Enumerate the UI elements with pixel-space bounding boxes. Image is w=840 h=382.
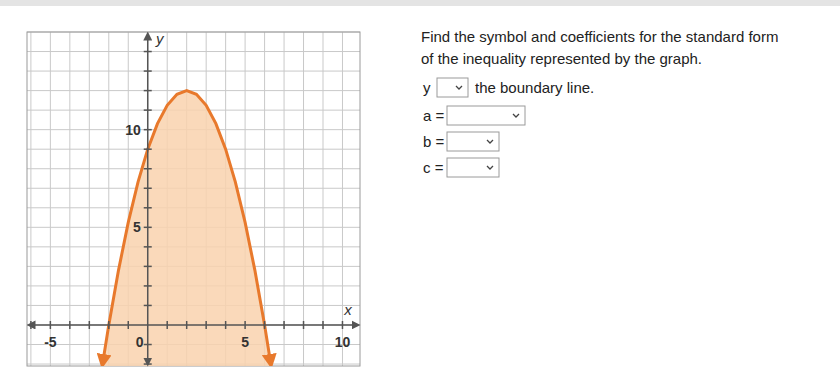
chevron (513, 114, 519, 117)
y-tick (144, 148, 152, 150)
y-tick (144, 246, 152, 248)
y-tick (144, 109, 152, 111)
x-tick (186, 321, 188, 329)
coefficient-label: a = (423, 107, 445, 124)
x-tick-label: -5 (44, 334, 57, 350)
y-axis-label: y (155, 30, 165, 47)
y-tick (144, 266, 152, 268)
y-tick-label: 5 (133, 219, 141, 235)
x-tick (225, 321, 227, 329)
y-tick (144, 227, 152, 229)
chevron (487, 166, 493, 169)
grid (27, 32, 360, 366)
y-tick-label: 10 (125, 122, 141, 138)
grid-line-x (147, 32, 148, 366)
x-tick (50, 321, 52, 329)
grid-line-y (27, 324, 360, 325)
coefficient-dropdown[interactable] (447, 106, 525, 125)
x-tick (303, 321, 305, 329)
x-tick (166, 321, 168, 329)
grid-line-x (284, 32, 285, 366)
coefficient-dropdown[interactable] (447, 158, 499, 177)
chevron (487, 140, 493, 143)
top-bar (0, 0, 840, 6)
x-tick (264, 321, 266, 329)
x-tick (322, 321, 324, 329)
plot-area (103, 91, 270, 366)
coefficient-dropdown[interactable] (447, 132, 499, 151)
plot-frame (27, 32, 360, 366)
grid-line-x (69, 32, 70, 366)
y-axis (147, 36, 149, 362)
y-tick (144, 285, 152, 287)
x-tick (342, 321, 344, 329)
x-tick-label: 0 (136, 334, 144, 350)
y-tick (144, 70, 152, 72)
x-tick (108, 321, 110, 329)
prompt-line: of the inequality represented by the gra… (421, 50, 702, 67)
shaded-region (103, 91, 270, 366)
prompt-line: Find the symbol and coefficients for the… (421, 28, 778, 45)
grid-line-x (303, 32, 304, 366)
grid-line-x (342, 32, 343, 366)
y-tick (144, 90, 152, 92)
x-tick-label: 10 (335, 334, 351, 350)
grid-line-x (323, 32, 324, 366)
axes (31, 36, 356, 364)
x-tick (283, 321, 285, 329)
x-tick (244, 321, 246, 329)
y-tick (144, 168, 152, 170)
grid-line-x (50, 32, 51, 366)
symbol-dropdown[interactable] (437, 78, 468, 97)
x-axis-label: x (343, 301, 352, 318)
y-tick (144, 129, 152, 131)
symbol-right: the boundary line. (475, 79, 594, 96)
y-tick (144, 344, 152, 346)
chevron (456, 86, 462, 89)
x-axis (31, 324, 356, 326)
x-tick (30, 321, 32, 329)
y-tick (144, 305, 152, 307)
symbol-left: y (423, 79, 431, 96)
y-tick (144, 363, 152, 365)
y-tick (144, 51, 152, 53)
grid-line-y (27, 51, 360, 52)
grid-line-y (27, 71, 360, 72)
x-tick-label: 5 (241, 334, 249, 350)
coefficient-label: b = (423, 133, 445, 150)
coefficient-label: c = (423, 159, 444, 176)
x-tick (205, 321, 207, 329)
y-tick (144, 188, 152, 190)
y-tick (144, 207, 152, 209)
grid-line-x (89, 32, 90, 366)
x-tick (128, 321, 130, 329)
grid-line-y (27, 90, 360, 91)
boundary-curve (103, 91, 270, 362)
x-tick (69, 321, 71, 329)
x-tick (89, 321, 91, 329)
grid-line-x (30, 32, 31, 366)
